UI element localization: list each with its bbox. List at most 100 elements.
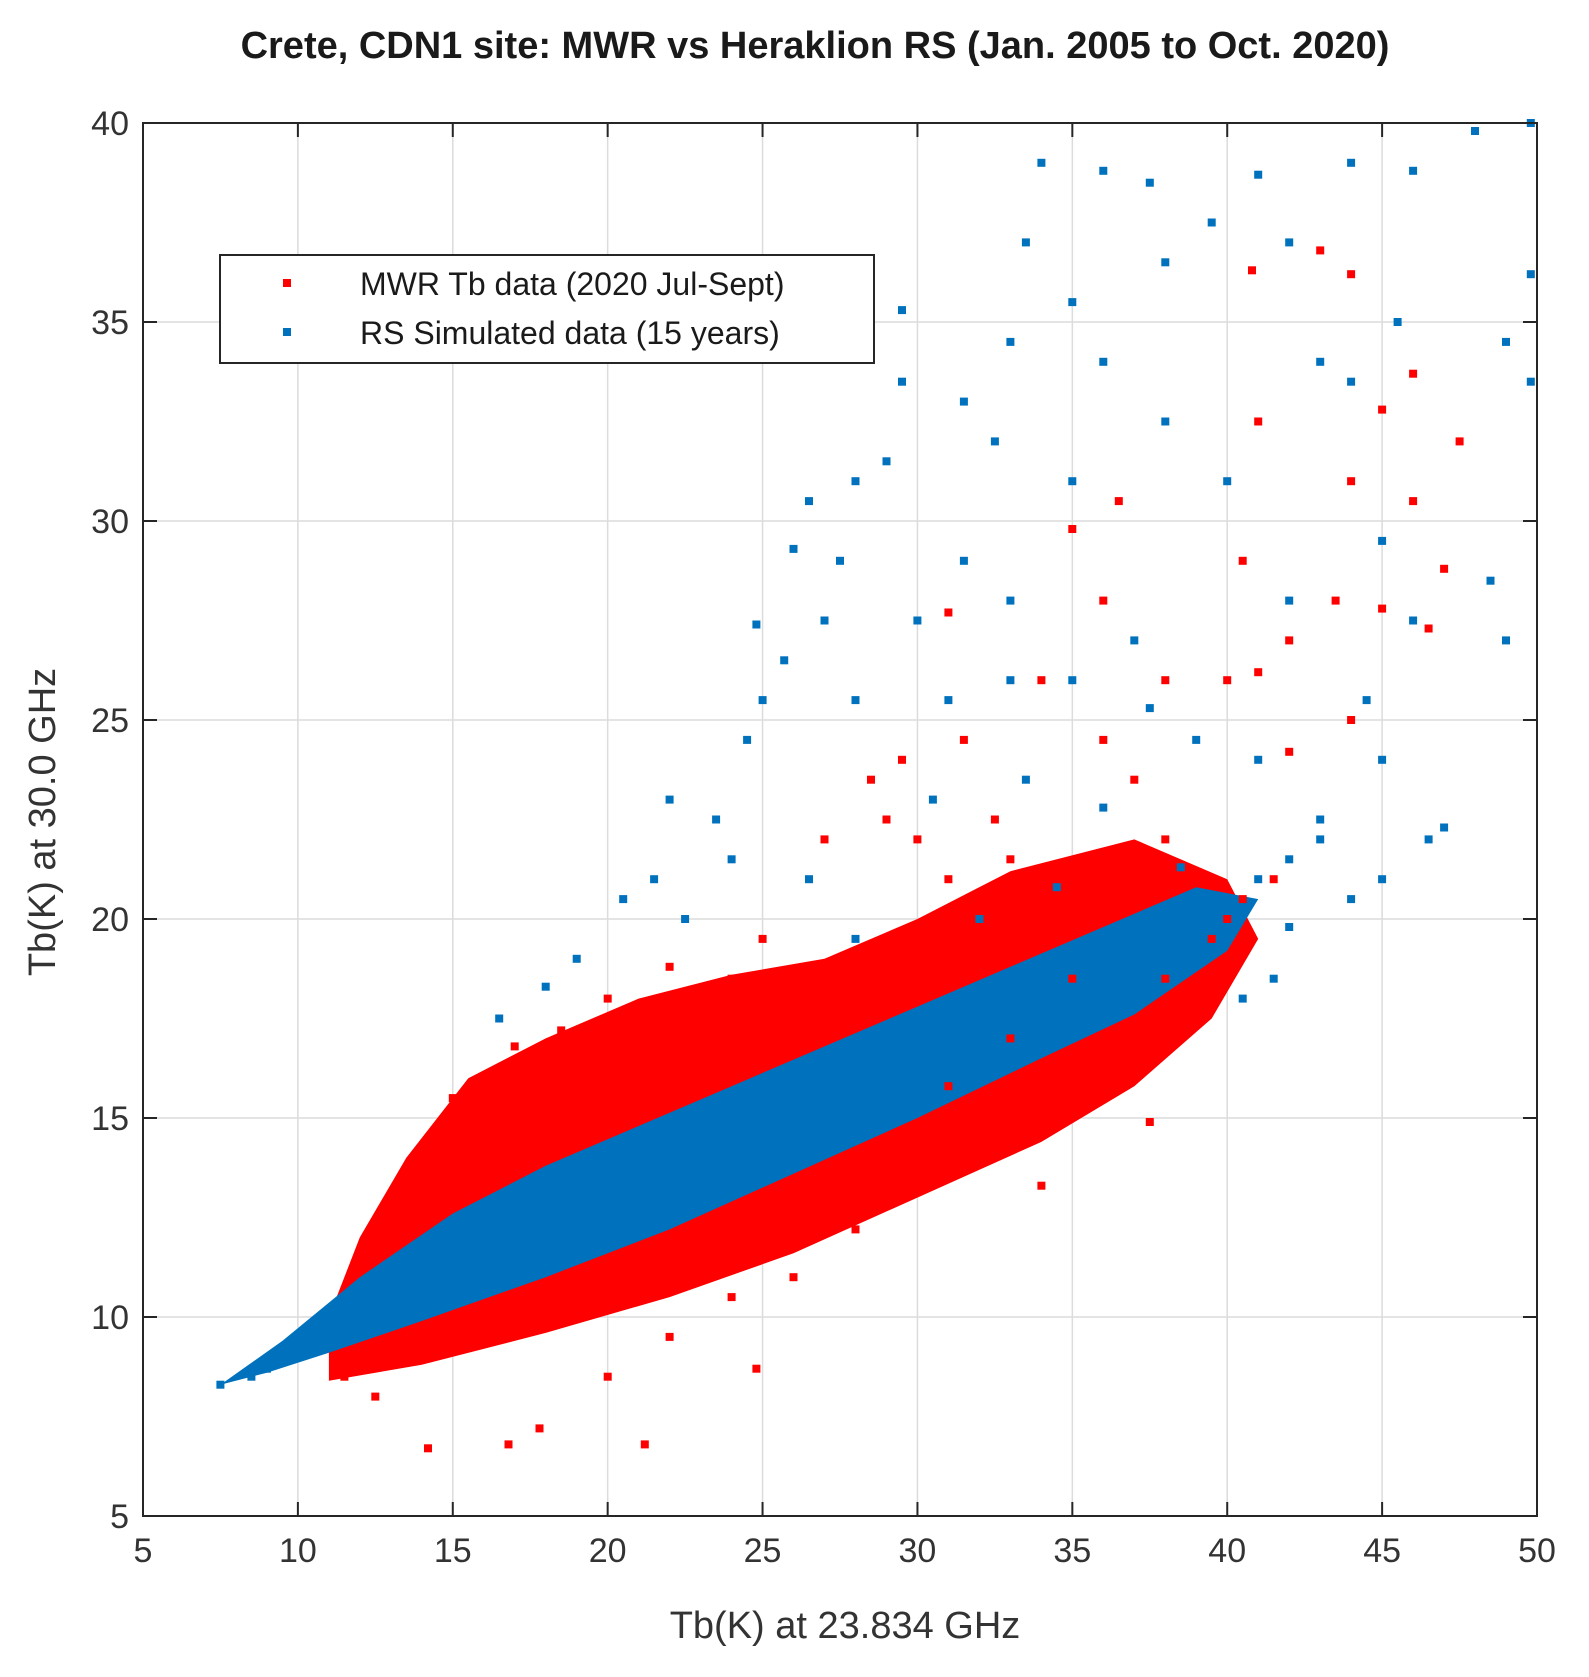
- mwr-point: [371, 1392, 380, 1401]
- rs-point: [1052, 883, 1061, 892]
- y-tick-label: 10: [91, 1299, 129, 1337]
- mwr-point: [572, 1305, 581, 1313]
- rs-point: [1037, 970, 1046, 979]
- rs-point: [1486, 576, 1495, 585]
- rs-point: [1161, 258, 1170, 267]
- legend-label-rs: RS Simulated data (15 years): [360, 315, 780, 351]
- mwr-point: [851, 978, 860, 987]
- mwr-point: [340, 1372, 349, 1381]
- rs-point: [851, 477, 860, 486]
- rs-point: [603, 1153, 612, 1162]
- rs-point: [851, 934, 860, 943]
- y-tick-label: 15: [91, 1100, 129, 1138]
- rs-point: [1316, 815, 1325, 824]
- rs-point: [386, 1285, 395, 1294]
- rs-point: [1409, 166, 1418, 175]
- y-tick-label: 30: [91, 503, 129, 541]
- rs-point: [1285, 855, 1294, 864]
- rs-point: [324, 1328, 333, 1337]
- rs-point: [1161, 417, 1170, 426]
- rs-point: [1099, 166, 1108, 175]
- mwr-point: [789, 1014, 798, 1023]
- axis-ticks: 5 10 15 20 25 30 35 40 45 50 5 10 15 20 25 30 35 40: [91, 105, 1556, 1570]
- mwr-point: [758, 934, 767, 943]
- mwr-point: [1285, 747, 1294, 756]
- rs-density-band: [220, 887, 1259, 1385]
- rs-point: [1099, 803, 1108, 812]
- rs-point: [1285, 238, 1294, 247]
- mwr-point: [851, 1225, 860, 1234]
- mwr-point: [1037, 1094, 1046, 1103]
- rs-point: [293, 1352, 302, 1361]
- rs-point: [805, 875, 813, 884]
- data-points: [216, 119, 1535, 1453]
- legend-box: [219, 254, 875, 364]
- mwr-point: [1455, 437, 1464, 446]
- mwr-point: [1378, 604, 1387, 613]
- y-tick-label: 25: [91, 702, 129, 740]
- density-bands: [220, 839, 1259, 1385]
- mwr-point: [1114, 497, 1123, 506]
- rs-point: [959, 556, 968, 565]
- mwr-point: [1238, 895, 1247, 904]
- rs-point: [1145, 178, 1154, 187]
- rs-point: [944, 1010, 953, 1019]
- rs-point: [1130, 934, 1139, 943]
- rs-point: [743, 735, 752, 744]
- mwr-point: [535, 1424, 544, 1433]
- mwr-point: [1099, 596, 1108, 605]
- mwr-point: [1099, 1054, 1108, 1063]
- mwr-point: [448, 1340, 457, 1349]
- mwr-point: [752, 1364, 761, 1373]
- rs-point: [665, 1125, 674, 1134]
- mwr-point: [944, 1082, 953, 1091]
- rs-point: [1254, 755, 1263, 764]
- rs-point: [1285, 596, 1294, 605]
- mwr-point: [355, 1253, 364, 1262]
- mwr-point: [1409, 369, 1418, 378]
- rs-point: [681, 915, 690, 923]
- mwr-point: [820, 1173, 829, 1182]
- mwr-point: [1006, 855, 1015, 864]
- legend-marker-mwr: [283, 279, 291, 287]
- rs-point: [1021, 238, 1030, 247]
- mwr-point: [1099, 735, 1108, 744]
- chart-title: Crete, CDN1 site: MWR vs Heraklion RS (J…: [241, 25, 1390, 67]
- mwr-point: [1238, 556, 1247, 565]
- x-tick-label: 30: [899, 1532, 937, 1570]
- rs-point: [851, 696, 860, 705]
- rs-point: [1068, 477, 1077, 486]
- mwr-point: [758, 1213, 767, 1222]
- mwr-point: [1037, 1181, 1046, 1190]
- mwr-point: [1130, 775, 1139, 784]
- mwr-point: [665, 1332, 674, 1341]
- rs-point: [1347, 895, 1356, 904]
- x-tick-label: 15: [434, 1532, 472, 1570]
- rs-point: [928, 795, 937, 804]
- mwr-point: [1269, 875, 1278, 884]
- mwr-point: [1037, 676, 1046, 685]
- mwr-point: [913, 835, 922, 844]
- mwr-point: [913, 974, 922, 983]
- rs-point: [1526, 270, 1535, 279]
- x-tick-label: 50: [1518, 1532, 1556, 1570]
- rs-point: [634, 1141, 643, 1150]
- mwr-point: [634, 1281, 643, 1290]
- rs-point: [1471, 127, 1479, 135]
- mwr-point: [944, 875, 953, 884]
- rs-point: [836, 556, 844, 565]
- x-tick-label: 20: [589, 1532, 627, 1570]
- mwr-point: [1192, 974, 1201, 983]
- mwr-point: [448, 1094, 457, 1103]
- rs-point: [1099, 357, 1108, 366]
- rs-point: [495, 1014, 504, 1023]
- rs-point: [417, 1265, 426, 1274]
- rs-point: [448, 1245, 457, 1254]
- rs-point: [1316, 835, 1325, 844]
- x-tick-label: 5: [134, 1532, 153, 1570]
- rs-point: [780, 656, 789, 665]
- rs-point: [1424, 835, 1433, 844]
- mwr-point: [867, 775, 875, 784]
- rs-point: [820, 1058, 829, 1067]
